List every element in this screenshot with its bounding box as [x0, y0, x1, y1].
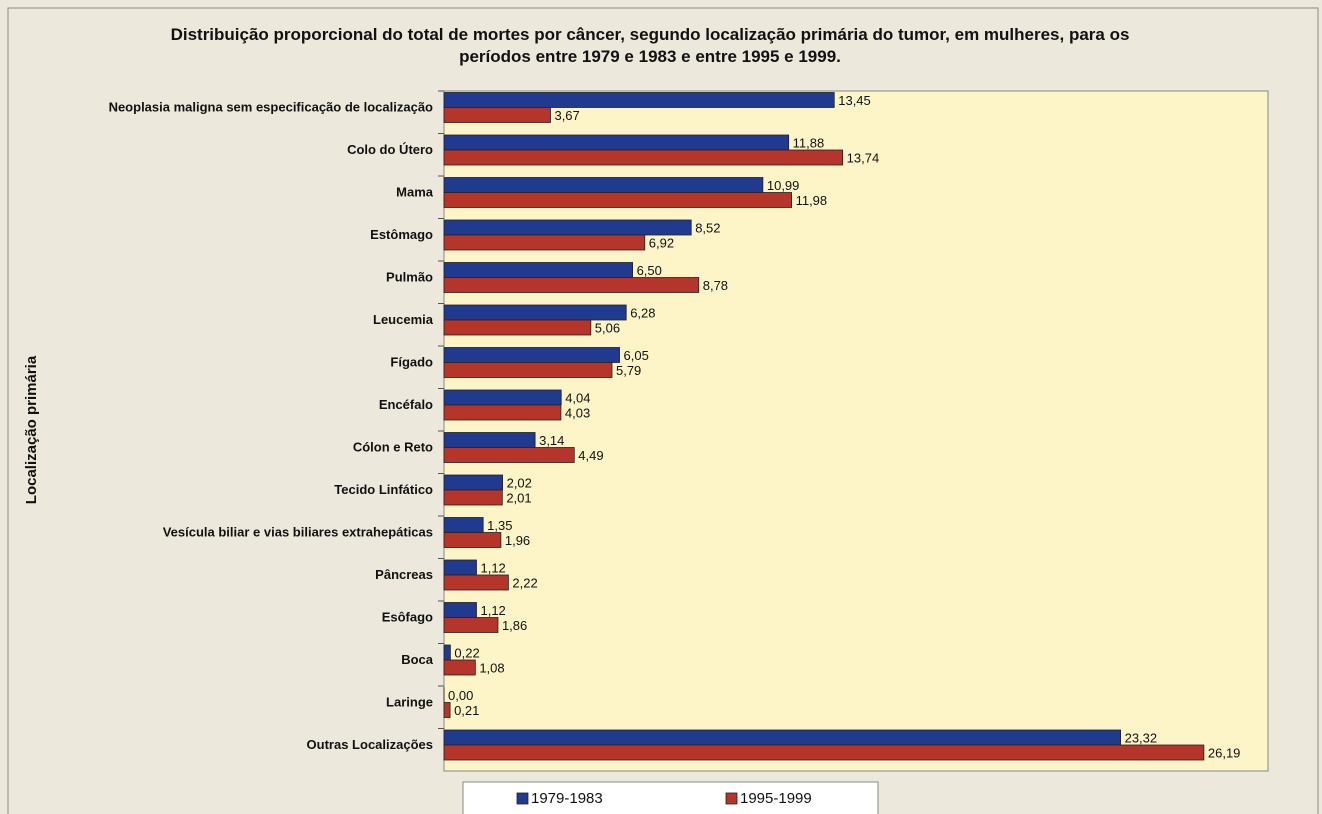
data-label: 0,22 — [454, 645, 479, 660]
chart-frame — [7, 7, 1319, 814]
bar — [443, 532, 502, 548]
data-label: 2,22 — [512, 575, 537, 590]
bar — [443, 234, 646, 251]
data-label: 5,79 — [616, 363, 641, 378]
bar — [443, 149, 844, 166]
y-tick-label: Esôfago — [382, 609, 433, 624]
bar — [443, 574, 509, 591]
legend-swatch — [725, 792, 738, 805]
bar — [443, 177, 764, 193]
data-label: 0,00 — [448, 688, 473, 703]
bar — [443, 617, 499, 633]
bar — [443, 304, 627, 321]
bar — [443, 362, 613, 378]
data-label: 2,01 — [506, 490, 531, 505]
bar — [443, 404, 562, 421]
bar — [443, 744, 1205, 761]
bar — [443, 219, 692, 236]
data-label: 3,14 — [539, 433, 564, 448]
y-tick-label: Fígado — [390, 354, 433, 369]
data-label: 1,35 — [487, 518, 512, 533]
bar — [443, 347, 620, 363]
legend-swatch — [516, 792, 529, 805]
y-tick-label: Mama — [396, 184, 434, 199]
bar — [443, 644, 451, 661]
data-label: 11,88 — [793, 135, 825, 150]
bar — [443, 262, 633, 278]
data-label: 1,12 — [480, 603, 505, 618]
legend — [462, 781, 879, 814]
data-label: 2,02 — [507, 475, 532, 490]
legend-label: 1995-1999 — [740, 790, 812, 807]
y-tick-label: Pâncreas — [375, 567, 433, 582]
bar — [443, 447, 575, 463]
y-axis-label: Localização primária — [23, 355, 40, 504]
bar — [443, 389, 562, 406]
bar — [443, 659, 476, 676]
bar — [443, 107, 551, 123]
y-tick-label: Colo do Útero — [347, 142, 433, 157]
bar — [443, 134, 790, 151]
bar — [443, 559, 477, 576]
bar — [443, 702, 451, 718]
bar — [443, 729, 1122, 746]
y-tick-label: Vesícula biliar e vias biliares extrahep… — [163, 524, 433, 539]
y-tick-label: Boca — [401, 652, 434, 667]
data-label: 11,98 — [796, 193, 828, 208]
data-label: 23,32 — [1125, 730, 1158, 745]
y-tick-label: Leucemia — [373, 312, 434, 327]
data-label: 26,19 — [1208, 745, 1241, 760]
y-tick-label: Encéfalo — [379, 397, 433, 412]
chart-title: Distribuição proporcional do total de mo… — [170, 25, 1130, 66]
bar — [443, 474, 504, 491]
data-label: 4,04 — [565, 390, 590, 405]
y-tick-label: Outras Localizações — [307, 737, 433, 752]
data-label: 5,06 — [595, 320, 620, 335]
bar — [443, 432, 536, 448]
y-tick-label: Pulmão — [386, 269, 433, 284]
bar — [443, 602, 477, 618]
data-label: 1,12 — [480, 560, 505, 575]
data-label: 6,50 — [637, 263, 662, 278]
data-label: 1,96 — [505, 533, 530, 548]
bar — [443, 192, 792, 208]
data-label: 13,45 — [838, 93, 871, 108]
bar — [443, 489, 503, 506]
y-tick-label: Cólon e Reto — [353, 439, 433, 454]
legend-label: 1979-1983 — [531, 790, 603, 807]
y-tick-label: Neoplasia maligna sem especificação de l… — [109, 99, 433, 114]
data-label: 0,21 — [454, 703, 479, 718]
data-label: 1,08 — [479, 660, 504, 675]
y-tick-label: Laringe — [386, 694, 433, 709]
data-label: 6,05 — [624, 348, 649, 363]
y-tick-label: Estômago — [370, 227, 433, 242]
data-label: 10,99 — [767, 178, 800, 193]
data-label: 6,28 — [630, 305, 655, 320]
y-tick-label: Tecido Linfático — [334, 482, 433, 497]
data-label: 6,92 — [649, 235, 674, 250]
data-label: 1,86 — [502, 618, 527, 633]
data-label: 13,74 — [847, 150, 880, 165]
data-label: 3,67 — [554, 108, 579, 123]
bar — [443, 319, 592, 336]
bar — [443, 92, 835, 108]
data-label: 8,78 — [703, 278, 728, 293]
data-label: 4,49 — [578, 448, 603, 463]
bar — [443, 277, 700, 293]
bar — [443, 517, 484, 533]
data-label: 8,52 — [695, 220, 720, 235]
data-label: 4,03 — [565, 405, 590, 420]
